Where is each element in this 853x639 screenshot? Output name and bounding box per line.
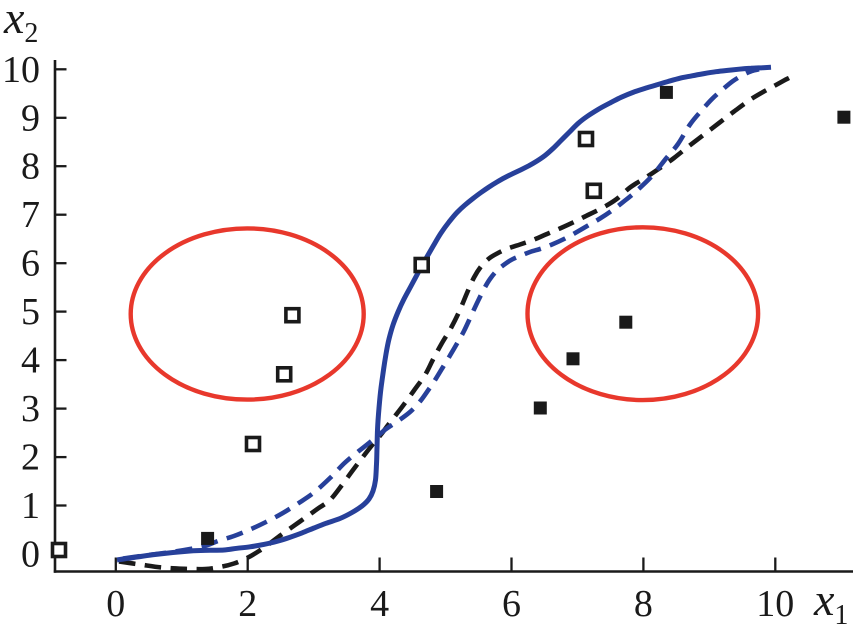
svg-text:2: 2	[238, 583, 257, 625]
svg-text:8: 8	[634, 583, 653, 625]
svg-text:3: 3	[21, 388, 40, 430]
svg-text:1: 1	[21, 485, 40, 527]
svg-text:0: 0	[21, 534, 40, 576]
svg-text:4: 4	[21, 340, 40, 382]
svg-text:x1: x1	[813, 574, 848, 631]
svg-text:5: 5	[21, 291, 40, 333]
svg-text:4: 4	[370, 583, 389, 625]
svg-text:6: 6	[21, 243, 40, 285]
svg-text:9: 9	[21, 97, 40, 139]
svg-text:2: 2	[21, 437, 40, 479]
svg-text:10: 10	[756, 583, 794, 625]
svg-text:6: 6	[502, 583, 521, 625]
svg-text:10: 10	[2, 49, 40, 91]
svg-text:0: 0	[106, 583, 125, 625]
svg-text:7: 7	[21, 194, 40, 236]
svg-text:8: 8	[21, 146, 40, 188]
